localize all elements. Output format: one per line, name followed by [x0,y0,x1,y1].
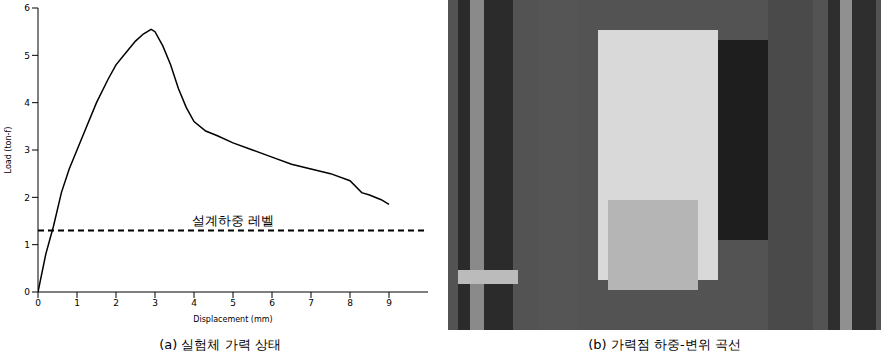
html-text:(a) 실험체 가력 상태: (a) 실험체 가력 상태 [159,337,281,352]
svg-text:0: 0 [24,287,30,297]
svg-text:2: 2 [24,193,30,203]
svg-text:8: 8 [347,298,353,308]
svg-text:Load (ton-f): Load (ton-f) [4,127,13,174]
svg-text:Displacement (mm): Displacement (mm) [193,315,272,324]
svg-text:6: 6 [24,3,30,13]
svg-text:5: 5 [24,51,30,61]
svg-text:4: 4 [24,98,30,108]
svg-text:3: 3 [24,145,30,155]
svg-text:7: 7 [308,298,314,308]
svg-text:4: 4 [191,298,197,308]
svg-text:9: 9 [386,298,392,308]
svg-text:2: 2 [113,298,119,308]
svg-text:1: 1 [74,298,80,308]
svg-text:6: 6 [269,298,275,308]
svg-text:3: 3 [152,298,158,308]
svg-text:1: 1 [24,240,30,250]
svg-text:5: 5 [230,298,236,308]
svg-text:설계하중 레벨: 설계하중 레벨 [192,213,274,228]
svg-text:0: 0 [35,298,41,308]
html-text:(b) 가력점 하중-변위 곡선: (b) 가력점 하중-변위 곡선 [588,337,741,352]
